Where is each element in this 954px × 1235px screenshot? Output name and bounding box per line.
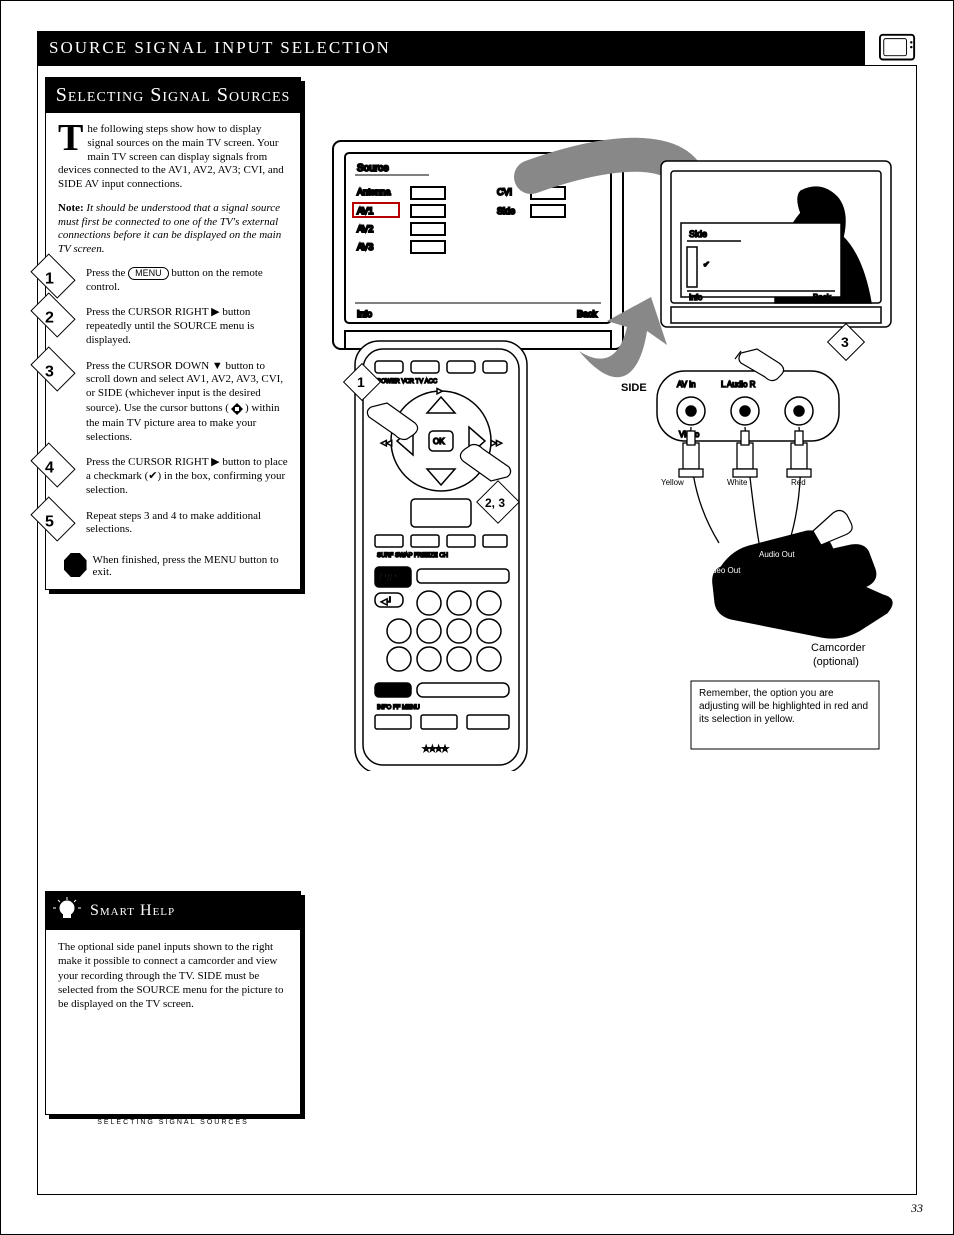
svg-text:Back: Back: [813, 293, 832, 302]
svg-text:SURF SWAP FREEZE CH: SURF SWAP FREEZE CH: [377, 553, 448, 559]
svg-text:Side: Side: [689, 229, 707, 239]
svg-text:AV3: AV3: [357, 242, 373, 252]
svg-text:PIP: PIP: [379, 572, 397, 584]
sidebar-heading: Selecting Signal Sources: [46, 78, 300, 113]
svg-text:◀┘: ◀┘: [381, 596, 393, 606]
svg-text:AV in: AV in: [677, 380, 696, 389]
svg-text:✔: ✔: [703, 260, 710, 269]
svg-text:Back: Back: [577, 309, 598, 319]
svg-text:3: 3: [841, 334, 849, 350]
stop-line: When finished, press the MENU button to …: [46, 543, 300, 589]
svg-text:POWER VCR TV ACC: POWER VCR TV ACC: [377, 379, 438, 385]
svg-text:Audio Out: Audio Out: [759, 550, 795, 559]
bulb-icon: [52, 896, 82, 926]
page-number: 33: [911, 1201, 923, 1216]
svg-text:◀◀: ◀◀: [381, 440, 392, 447]
remote-control: POWER VCR TV ACC OK ◀◀ ▶▶ ▶: [355, 341, 527, 771]
tv-icon: [879, 31, 917, 65]
stop-icon: [64, 553, 87, 577]
help-heading: Smart Help: [46, 892, 300, 930]
svg-text:Side: Side: [497, 206, 515, 216]
svg-text:AV2: AV2: [357, 224, 373, 234]
svg-text:AV1: AV1: [357, 206, 373, 216]
svg-text:Camcorder: Camcorder: [811, 642, 866, 654]
svg-text:INFO FF: INFO FF MENU: [377, 705, 420, 711]
svg-text:1: 1: [357, 374, 365, 390]
svg-text:L Audio R: L Audio R: [721, 380, 756, 389]
sidebar-steps: Selecting Signal Sources The following s…: [45, 77, 301, 873]
step-5: 5Repeat steps 3 and 4 to make additional…: [46, 504, 300, 544]
svg-text:Antenna: Antenna: [357, 187, 391, 197]
svg-text:White: White: [727, 478, 748, 487]
svg-text:2, 3: 2, 3: [485, 496, 505, 510]
svg-text:Source: Source: [357, 163, 389, 174]
step-2: 2Press the CURSOR RIGHT ▶ button repeate…: [46, 300, 300, 353]
side-tv: Side ✔ Info Back: [661, 161, 891, 327]
step-4: 4Press the CURSOR RIGHT ▶ button to plac…: [46, 450, 300, 503]
note-box-text: Remember, the option you are adjusting w…: [699, 687, 871, 726]
svg-text:Info: Info: [357, 309, 372, 319]
svg-text:Red: Red: [791, 478, 806, 487]
intro-text: The following steps show how to display …: [46, 113, 300, 198]
illustration: Source Antenna AV1 AV2 AV3 CVI Side Info…: [321, 91, 911, 771]
svg-text:CVI: CVI: [497, 187, 512, 197]
svg-text:▶▶: ▶▶: [491, 440, 502, 447]
svg-text:VCR: VCR: [379, 686, 396, 695]
svg-text:SIDE: SIDE: [621, 382, 647, 394]
help-body: The optional side panel inputs shown to …: [46, 930, 300, 1021]
svg-text:Info: Info: [689, 293, 703, 302]
page-title: SOURCE SIGNAL INPUT SELECTION: [37, 31, 865, 65]
svg-text:★★★★: ★★★★: [423, 745, 448, 753]
svg-text:OK: OK: [433, 437, 445, 446]
intro-note: Note: It should be understood that a sig…: [46, 198, 300, 261]
svg-text:Video Out: Video Out: [705, 566, 741, 575]
step-1: 1Press the MENU button on the remote con…: [46, 261, 300, 301]
svg-text:Yellow: Yellow: [661, 478, 684, 487]
svg-text:▶: ▶: [437, 388, 443, 395]
footer-label: SELECTING SIGNAL SOURCES: [45, 1119, 301, 1126]
step-3: 3Press the CURSOR DOWN ▼ button to scrol…: [46, 354, 300, 451]
svg-text:(optional): (optional): [813, 656, 859, 668]
help-box: Smart Help The optional side panel input…: [45, 891, 301, 1115]
